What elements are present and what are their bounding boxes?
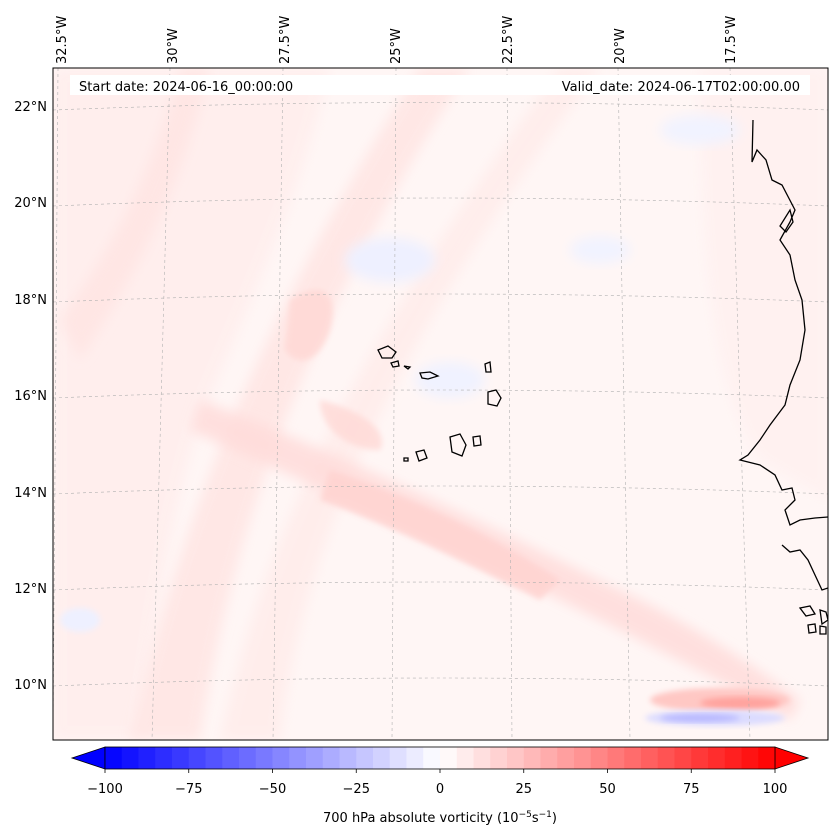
colorbar-cell xyxy=(205,747,223,769)
lon-label: 27.5°W xyxy=(278,16,293,64)
lon-label: 30°W xyxy=(166,28,181,64)
vorticity-field xyxy=(53,68,828,740)
colorbar-tick-label: 25 xyxy=(515,782,532,797)
colorbar-cell xyxy=(389,747,407,769)
colorbar-cell xyxy=(289,747,307,769)
coastlines xyxy=(738,119,828,635)
colorbar-cell xyxy=(691,747,709,769)
colorbar-cell xyxy=(741,747,759,769)
lon-label: 17.5°W xyxy=(724,16,739,64)
colorbar-extend-min xyxy=(70,746,106,770)
colorbar-cell xyxy=(657,747,675,769)
colorbar-tick-label: 50 xyxy=(599,782,616,797)
colorbar-cell xyxy=(373,747,391,769)
colorbar-cell xyxy=(121,747,139,769)
colorbar-tick-label: 100 xyxy=(763,782,788,797)
colorbar-cell xyxy=(155,747,173,769)
colorbar-cell xyxy=(222,747,240,769)
colorbar-tick-label: 0 xyxy=(436,782,444,797)
colorbar-cell xyxy=(188,747,206,769)
lat-label: 12°N xyxy=(14,582,47,597)
colorbar-cell xyxy=(540,747,558,769)
cape-verde-islands xyxy=(377,345,502,462)
colorbar-cell xyxy=(641,747,659,769)
colorbar-tick-label: −75 xyxy=(175,782,202,797)
colorbar-cell xyxy=(306,747,324,769)
colorbar-cell xyxy=(473,747,491,769)
date-banner xyxy=(70,75,810,95)
colorbar-tick-label: −100 xyxy=(87,782,123,797)
colorbar-cell xyxy=(406,747,424,769)
lat-label: 10°N xyxy=(14,678,47,693)
colorbar-tick-label: −50 xyxy=(259,782,286,797)
colorbar-cell xyxy=(523,747,541,769)
colorbar-cell xyxy=(423,747,441,769)
colorbar-cell xyxy=(356,747,374,769)
colorbar-cell xyxy=(440,747,458,769)
colorbar-cell xyxy=(272,747,290,769)
colorbar-cell xyxy=(574,747,592,769)
colorbar-cell xyxy=(339,747,357,769)
colorbar-cell xyxy=(255,747,273,769)
colorbar-cell xyxy=(590,747,608,769)
lon-label: 20°W xyxy=(613,28,628,64)
lon-label: 22.5°W xyxy=(501,16,516,64)
lon-label: 32.5°W xyxy=(55,16,70,64)
longitude-labels: 32.5°W 30°W 27.5°W 25°W 22.5°W 20°W 17.5… xyxy=(55,16,739,64)
colorbar-cell xyxy=(507,747,525,769)
lat-label: 22°N xyxy=(14,100,47,115)
colorbar-cell xyxy=(708,747,726,769)
colorbar-cell xyxy=(724,747,742,769)
graticule xyxy=(53,68,828,740)
colorbar-cell xyxy=(557,747,575,769)
lat-label: 16°N xyxy=(14,389,47,404)
colorbar-cell xyxy=(138,747,156,769)
lon-label: 25°W xyxy=(389,28,404,64)
start-date: Start date: 2024-06-16_00:00:00 xyxy=(79,80,293,95)
valid-date: Valid_date: 2024-06-17T02:00:00.00 xyxy=(562,80,800,95)
colorbar-cell xyxy=(758,747,776,769)
colorbar-tick-label: −25 xyxy=(343,782,370,797)
west-africa-coast xyxy=(738,119,828,526)
colorbar-cell xyxy=(674,747,692,769)
colorbar-cell xyxy=(105,747,123,769)
lat-label: 14°N xyxy=(14,486,47,501)
colorbar-tick-label: 75 xyxy=(683,782,700,797)
colorbar-cell xyxy=(490,747,508,769)
colorbar-extend-max xyxy=(774,746,810,770)
colorbar-cell xyxy=(172,747,190,769)
colorbar: −100 −75 −50 −25 0 25 50 75 100 700 hPa … xyxy=(70,746,810,826)
lat-label: 18°N xyxy=(14,293,47,308)
latitude-labels: 22°N 20°N 18°N 16°N 14°N 12°N 10°N xyxy=(14,100,47,693)
colorbar-cell xyxy=(239,747,257,769)
colorbar-cell xyxy=(456,747,474,769)
colorbar-cell xyxy=(607,747,625,769)
colorbar-cell xyxy=(624,747,642,769)
colorbar-cell xyxy=(322,747,340,769)
lat-label: 20°N xyxy=(14,196,47,211)
colorbar-label: 700 hPa absolute vorticity (10−5s−1) xyxy=(323,810,557,826)
map-frame xyxy=(52,67,829,741)
